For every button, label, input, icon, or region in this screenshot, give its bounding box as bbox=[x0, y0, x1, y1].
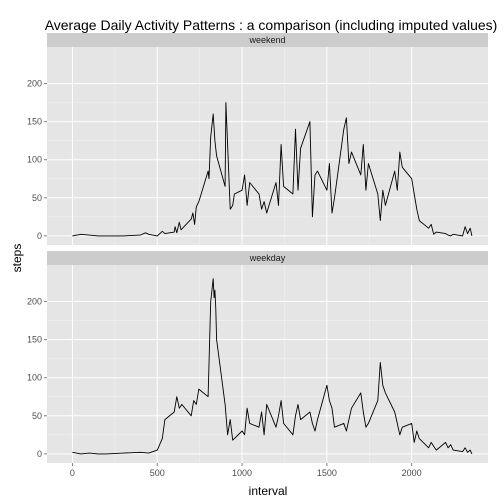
y-tick-label: 200 bbox=[27, 297, 42, 307]
facet-strip bbox=[47, 251, 488, 265]
y-tick-label: 50 bbox=[32, 411, 42, 421]
facet-strip-label: weekend bbox=[248, 35, 285, 45]
y-tick-label: 50 bbox=[32, 193, 42, 203]
series-line-weekday bbox=[72, 278, 473, 455]
facet-strip-label: weekday bbox=[249, 253, 286, 263]
x-axis-title: interval bbox=[249, 484, 288, 498]
y-tick-label: 150 bbox=[27, 117, 42, 127]
y-tick-label: 0 bbox=[37, 449, 42, 459]
y-tick-label: 100 bbox=[27, 155, 42, 165]
y-axis-title: steps bbox=[10, 244, 24, 273]
chart-title: Average Daily Activity Patterns : a comp… bbox=[45, 17, 498, 33]
x-tick-label: 1500 bbox=[317, 468, 337, 478]
x-tick-label: 2000 bbox=[402, 468, 422, 478]
x-tick-label: 500 bbox=[150, 468, 165, 478]
panel-background bbox=[47, 265, 488, 463]
y-tick-label: 150 bbox=[27, 335, 42, 345]
x-tick-label: 1000 bbox=[232, 468, 252, 478]
series-line-weekend bbox=[72, 102, 473, 237]
facet-strip bbox=[47, 33, 488, 47]
panel-background bbox=[47, 47, 488, 245]
y-tick-label: 0 bbox=[37, 231, 42, 241]
y-tick-label: 200 bbox=[27, 79, 42, 89]
x-tick-label: 0 bbox=[70, 468, 75, 478]
y-tick-label: 100 bbox=[27, 373, 42, 383]
facet-panel-weekend: weekend 0 50 100 150 200 bbox=[27, 33, 488, 245]
